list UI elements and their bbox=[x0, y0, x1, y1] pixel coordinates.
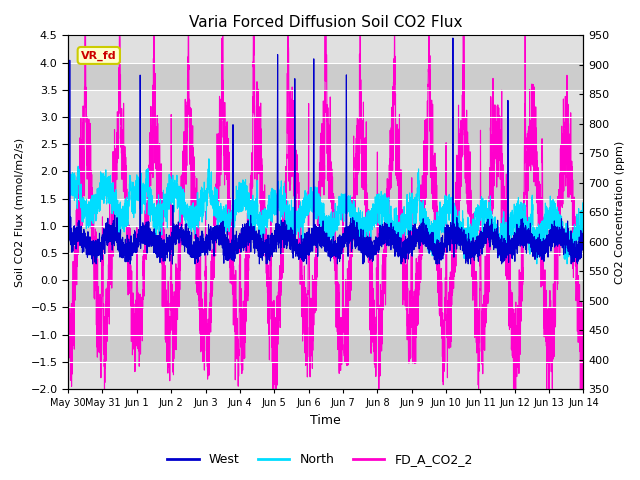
Bar bbox=[68, 226, 584, 253]
Text: VR_fd: VR_fd bbox=[81, 50, 116, 60]
Bar bbox=[68, 307, 584, 335]
Title: Varia Forced Diffusion Soil CO2 Flux: Varia Forced Diffusion Soil CO2 Flux bbox=[189, 15, 463, 30]
Legend: West, North, FD_A_CO2_2: West, North, FD_A_CO2_2 bbox=[163, 448, 477, 471]
Bar bbox=[68, 171, 584, 199]
Y-axis label: CO2 Concentration (ppm): CO2 Concentration (ppm) bbox=[615, 141, 625, 284]
Bar bbox=[68, 280, 584, 307]
Bar bbox=[68, 62, 584, 90]
X-axis label: Time: Time bbox=[310, 414, 341, 427]
Bar bbox=[68, 362, 584, 389]
Bar bbox=[68, 144, 584, 171]
Bar bbox=[68, 117, 584, 144]
Bar bbox=[68, 335, 584, 362]
Y-axis label: Soil CO2 Flux (mmol/m2/s): Soil CO2 Flux (mmol/m2/s) bbox=[15, 138, 25, 287]
Bar bbox=[68, 199, 584, 226]
Bar bbox=[68, 36, 584, 62]
Bar bbox=[68, 90, 584, 117]
Bar bbox=[68, 253, 584, 280]
